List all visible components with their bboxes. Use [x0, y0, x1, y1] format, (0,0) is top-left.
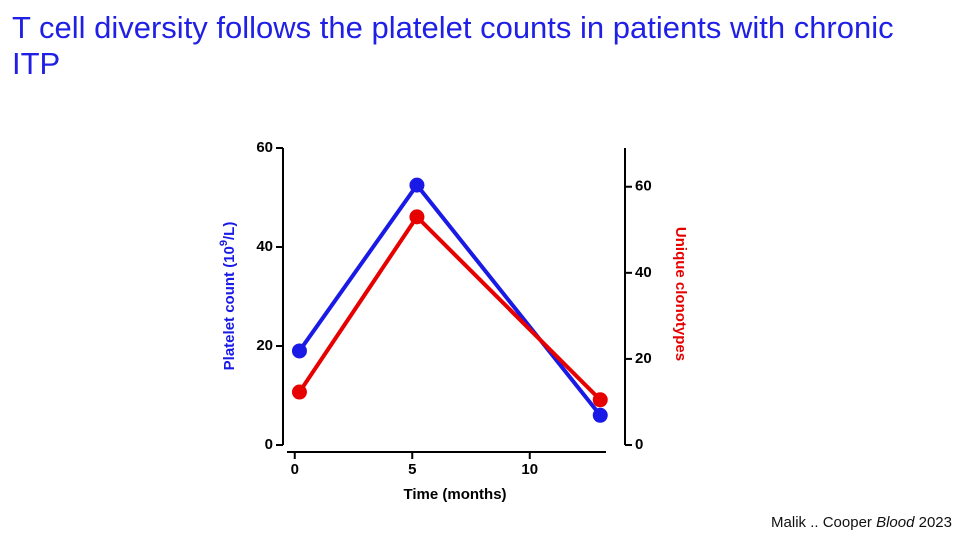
x-axis-label: Time (months): [403, 486, 506, 503]
y-tick-label: 0: [265, 436, 273, 453]
point: [592, 392, 608, 408]
x-tick-label: 5: [408, 461, 416, 478]
series-line: [297, 213, 602, 402]
x-tick-label: 0: [291, 461, 299, 478]
y-tick-label: 20: [256, 337, 273, 354]
x-tick-label: 10: [521, 461, 538, 478]
point: [409, 177, 425, 193]
series-line: [297, 181, 602, 417]
point: [409, 209, 425, 225]
citation-text: Malik .. Cooper: [771, 514, 877, 531]
y-label-text: Platelet count (10: [221, 246, 238, 370]
point: [291, 384, 307, 400]
y2-tick-label: 40: [635, 264, 652, 281]
point: [592, 407, 608, 423]
y-label-sup: 9: [218, 240, 230, 246]
y2-tick-label: 60: [635, 178, 652, 195]
y-axis-label: Platelet count (109/L): [218, 222, 238, 371]
citation-text: 2023: [914, 514, 952, 531]
y-label-text: /L): [221, 222, 238, 240]
slide-title: T cell diversity follows the platelet co…: [12, 10, 894, 81]
y2-tick-label: 20: [635, 350, 652, 367]
y-tick-label: 40: [256, 238, 273, 255]
point: [291, 343, 307, 359]
citation: Malik .. Cooper Blood 2023: [771, 514, 952, 531]
y2-tick-label: 0: [635, 436, 643, 453]
y-tick-label: 60: [256, 139, 273, 156]
citation-journal: Blood: [876, 514, 915, 531]
y2-axis-label: Unique clonotypes: [672, 227, 689, 361]
